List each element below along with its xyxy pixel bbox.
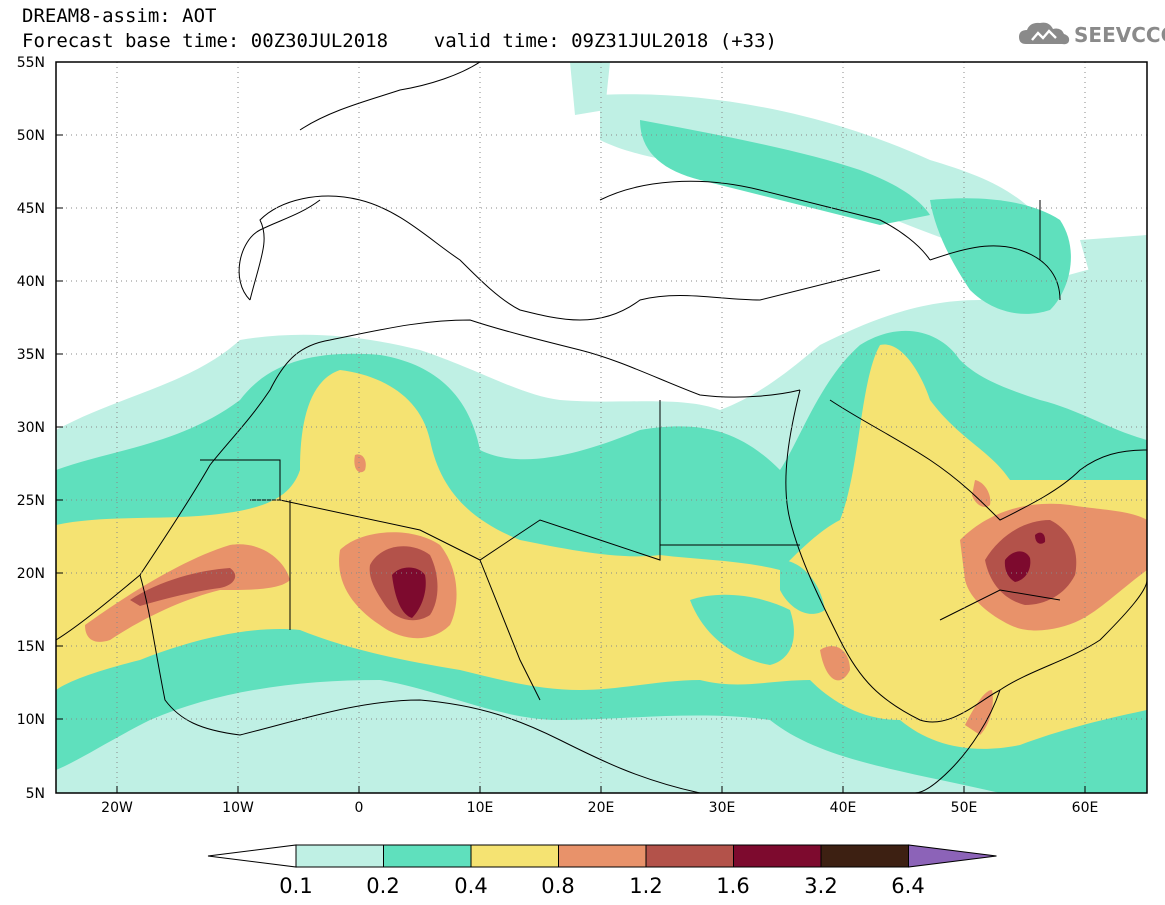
lat-label: 40N [17, 274, 45, 290]
aot-band-1.2 [130, 568, 236, 606]
colorbar-swatch [470, 844, 559, 868]
lon-label: 40E [830, 800, 857, 816]
lat-label: 20N [17, 566, 45, 582]
colorbar-label: 6.4 [891, 874, 924, 898]
lat-labels: 55N 50N 45N 40N 35N 30N 25N 20N 15N 10N … [17, 55, 45, 802]
lon-label: 30E [709, 800, 736, 816]
aot-band-0.4 [56, 344, 1147, 749]
lat-label: 30N [17, 420, 45, 436]
lat-label: 45N [17, 201, 45, 217]
lon-label: 20W [101, 800, 133, 816]
lon-labels: 20W 10W 0 10E 20E 30E 40E 50E 60E [101, 800, 1098, 816]
map-title: DREAM8-assim: AOT [22, 5, 217, 27]
colorbar-swatch [295, 844, 384, 868]
lon-label: 50E [951, 800, 978, 816]
cloud-icon [1019, 22, 1070, 45]
colorbar-label: 0.1 [279, 874, 312, 898]
lat-label: 25N [17, 493, 45, 509]
lat-label: 15N [17, 639, 45, 655]
lat-label: 35N [17, 347, 45, 363]
grid [56, 62, 1147, 793]
colorbar-label: 1.2 [629, 874, 662, 898]
lon-label: 10E [467, 800, 494, 816]
lon-label: 60E [1072, 800, 1099, 816]
colorbar-under-triangle [207, 844, 297, 868]
lon-label: 0 [355, 800, 364, 816]
logo-text: SEEVCCC [1074, 23, 1165, 47]
lat-label: 55N [17, 55, 45, 71]
colorbar-label: 1.6 [716, 874, 749, 898]
colorbar [207, 844, 997, 868]
colorbar-swatch [383, 844, 472, 868]
colorbar-over-triangle [908, 844, 997, 868]
colorbar-labels: 0.1 0.2 0.4 0.8 1.2 1.6 3.2 6.4 [279, 874, 924, 898]
lat-label: 50N [17, 128, 45, 144]
lat-label: 5N [26, 786, 45, 802]
seevccc-logo: SEEVCCC [1018, 20, 1165, 50]
colorbar-swatch [820, 844, 909, 868]
colorbar-swatch [558, 844, 647, 868]
lon-label: 20E [588, 800, 615, 816]
colorbar-label: 0.8 [541, 874, 574, 898]
aot-band-1.6 [392, 567, 426, 618]
forecast-time: Forecast base time: 00Z30JUL2018 valid t… [22, 30, 777, 52]
coastlines [56, 62, 1147, 793]
colorbar-label: 0.4 [454, 874, 487, 898]
aot-field [56, 62, 1147, 793]
axis-ticks [56, 61, 1086, 794]
colorbar-swatch [645, 844, 734, 868]
lat-label: 10N [17, 712, 45, 728]
colorbar-swatch [733, 844, 822, 868]
lon-label: 10W [222, 800, 254, 816]
colorbar-label: 3.2 [804, 874, 837, 898]
colorbar-label: 0.2 [366, 874, 399, 898]
